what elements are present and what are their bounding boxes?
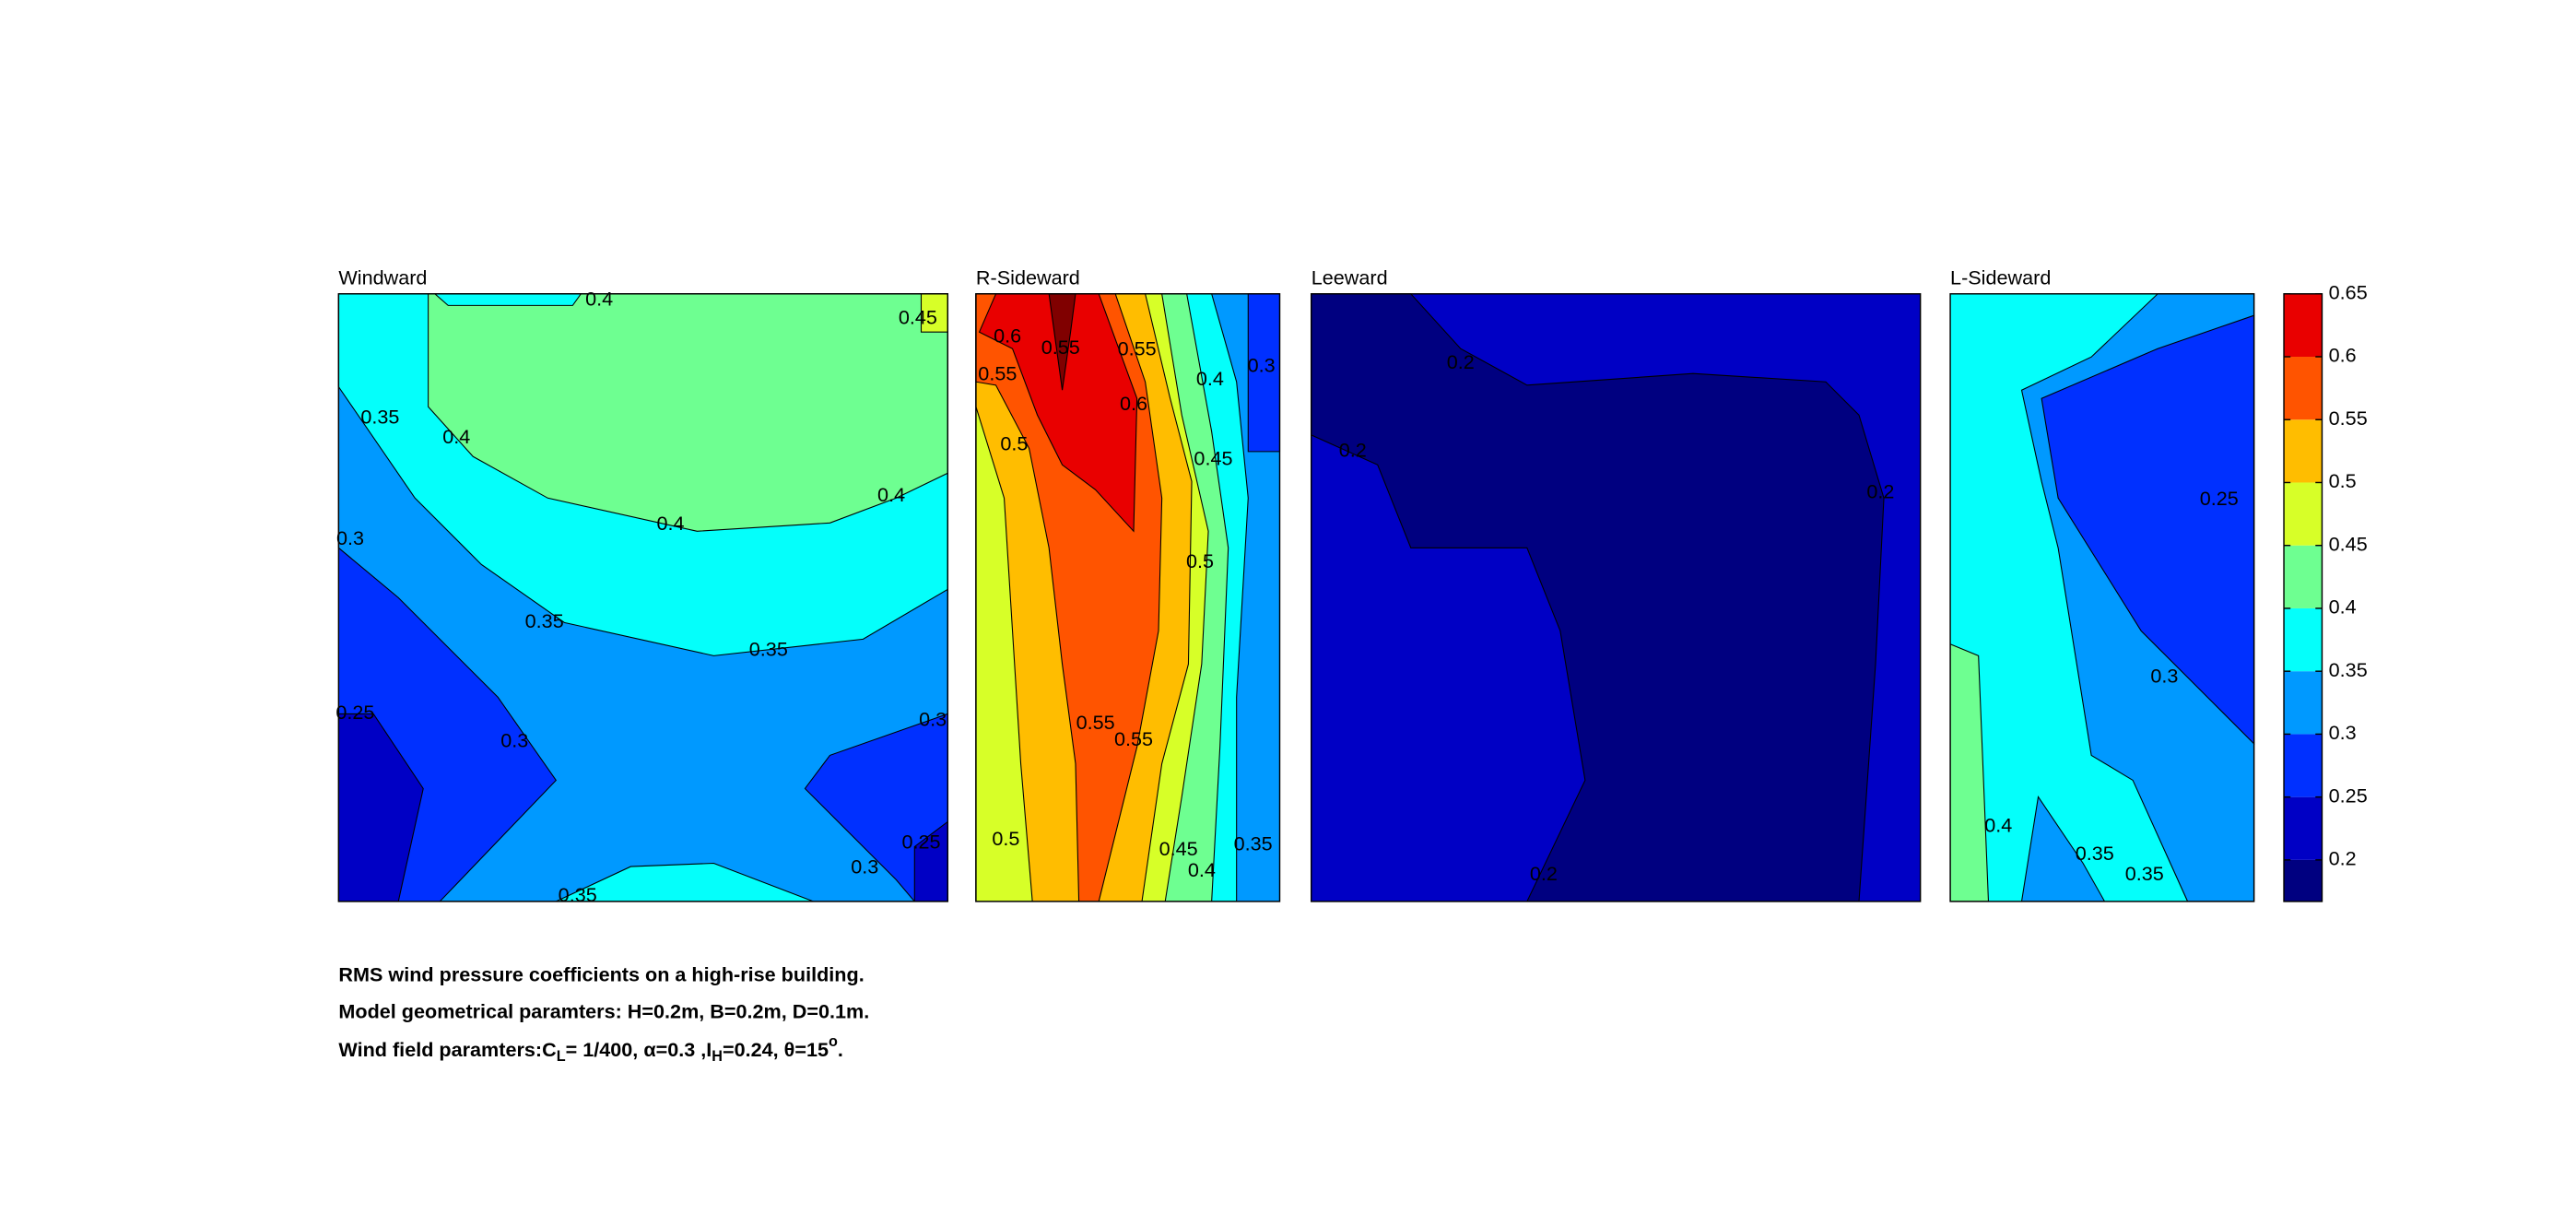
contour-label: 0.3 <box>500 729 528 752</box>
colorbar-tick-label: 0.5 <box>2329 469 2357 492</box>
contour-label: 0.5 <box>1186 549 1214 572</box>
contour-label: 0.5 <box>992 827 1019 850</box>
contour-label: 0.45 <box>899 305 937 328</box>
panel-title: Leeward <box>1312 265 1388 289</box>
caption-line: Wind field paramters:CL= 1/400, α=0.3 ,I… <box>338 1033 843 1065</box>
contour-label: 0.5 <box>1000 431 1028 454</box>
contour-label: 0.3 <box>1248 354 1276 377</box>
caption-part: =0.24, θ=15 <box>723 1038 829 1061</box>
contour-label: 0.55 <box>1118 337 1157 360</box>
contour-label: 0.3 <box>336 526 364 549</box>
contour-label: 0.35 <box>1234 831 1273 855</box>
contour-label: 0.35 <box>360 406 399 429</box>
caption-part: H <box>712 1048 723 1065</box>
contour-panel: 0.60.55 0.550.550.60.40.30.50.450.50.550.… <box>975 265 1281 902</box>
contour-label: 0.25 <box>2200 487 2239 510</box>
colorbar-tick-label: 0.25 <box>2329 784 2368 807</box>
plot-frame <box>337 293 949 902</box>
panel-title: L-Sideward <box>1950 265 2051 289</box>
colorbar-tick-label: 0.4 <box>2329 595 2357 619</box>
contour-label: 0.3 <box>851 855 878 878</box>
contour-label: 0.25 <box>335 701 374 724</box>
contour-panel: 0.4 0.45 0.35 0.4 0.4 0.3 0.4 0.35 0.35 0.25 0.3 0.… <box>335 265 949 906</box>
contour-label: 0.35 <box>2076 842 2114 865</box>
contour-label: 0.45 <box>1194 447 1232 470</box>
contour-label: 0.3 <box>2150 664 2178 687</box>
contour-label: 0.55 <box>1076 711 1115 734</box>
caption-line: RMS wind pressure coefficients on a high… <box>338 963 864 986</box>
contour-label: 0.55 <box>1041 336 1080 359</box>
contour-label: 0.25 <box>901 831 940 854</box>
colorbar-band <box>2284 671 2323 735</box>
contour-label: 0.2 <box>1866 480 1894 503</box>
caption-line: Model geometrical paramters: H=0.2m, B=0… <box>338 999 869 1022</box>
contour-label: 0.35 <box>559 883 597 906</box>
colorbar-band <box>2284 357 2323 420</box>
colorbar-tick-label: 0.2 <box>2329 847 2357 870</box>
contour-region <box>433 293 582 306</box>
contour-label: 0.35 <box>2125 862 2164 885</box>
contour-label: 0.4 <box>442 425 470 448</box>
panel-title: Windward <box>338 265 427 289</box>
contour-label: 0.4 <box>1196 367 1224 390</box>
contour-region <box>978 293 1138 533</box>
caption-part: L <box>557 1048 566 1065</box>
colorbar-tick-label: 0.45 <box>2329 532 2368 555</box>
contour-label: 0.45 <box>1159 837 1198 860</box>
contour-label: 0.35 <box>749 638 788 661</box>
contour-label: 0.4 <box>1188 858 1216 881</box>
contour-label: 0.2 <box>1447 350 1475 373</box>
contour-label: 0.2 <box>1339 439 1367 462</box>
contour-label: 0.4 <box>877 483 905 506</box>
colorbar-band <box>2284 859 2323 902</box>
colorbar-band <box>2284 607 2323 672</box>
colorbar-band <box>2284 545 2323 608</box>
contour-panel: 0.25 0.3 0.4 0.35 0.35 L-Sideward <box>1949 265 2255 902</box>
contour-label: 0.3 <box>919 707 947 730</box>
colorbar-band <box>2284 796 2323 860</box>
caption-part: Wind field paramters:C <box>338 1038 557 1061</box>
contour-label: 0.6 <box>994 324 1021 347</box>
colorbar-tick-label: 0.55 <box>2329 407 2368 430</box>
colorbar-tick-label: 0.35 <box>2329 658 2368 681</box>
contour-label: 0.6 <box>1120 392 1147 415</box>
contour-label: 0.4 <box>1984 814 2012 837</box>
plot-frame <box>1310 293 1922 902</box>
plot-frame <box>975 293 1281 902</box>
contour-label: 0.55 <box>1114 727 1153 750</box>
contour-label: 0.4 <box>585 288 613 311</box>
caption-part: o <box>829 1033 838 1050</box>
colorbar-band <box>2284 419 2323 483</box>
contour-panel: 0.2 0.2 0.2 0.2 Leeward <box>1310 265 1922 902</box>
caption-part: . <box>838 1038 843 1061</box>
plot-frame <box>1949 293 2255 902</box>
colorbar-tick-label: 0.6 <box>2329 344 2357 367</box>
colorbar-tick-label: 0.3 <box>2329 721 2357 744</box>
caption-part: = 1/400, α=0.3 ,I <box>566 1038 712 1061</box>
colorbar-frame <box>2283 293 2323 902</box>
contour-label: 0.2 <box>1530 862 1558 885</box>
colorbar-band <box>2284 734 2323 797</box>
colorbar-band <box>2284 293 2323 358</box>
contour-label: 0.55 <box>978 362 1017 385</box>
contour-region <box>1311 293 1885 902</box>
contour-label: 0.35 <box>525 609 564 632</box>
panel-title: R-Sideward <box>976 265 1080 289</box>
contour-label: 0.4 <box>657 512 685 535</box>
colorbar-tick-label: 0.65 <box>2329 280 2368 303</box>
colorbar-band <box>2284 482 2323 546</box>
